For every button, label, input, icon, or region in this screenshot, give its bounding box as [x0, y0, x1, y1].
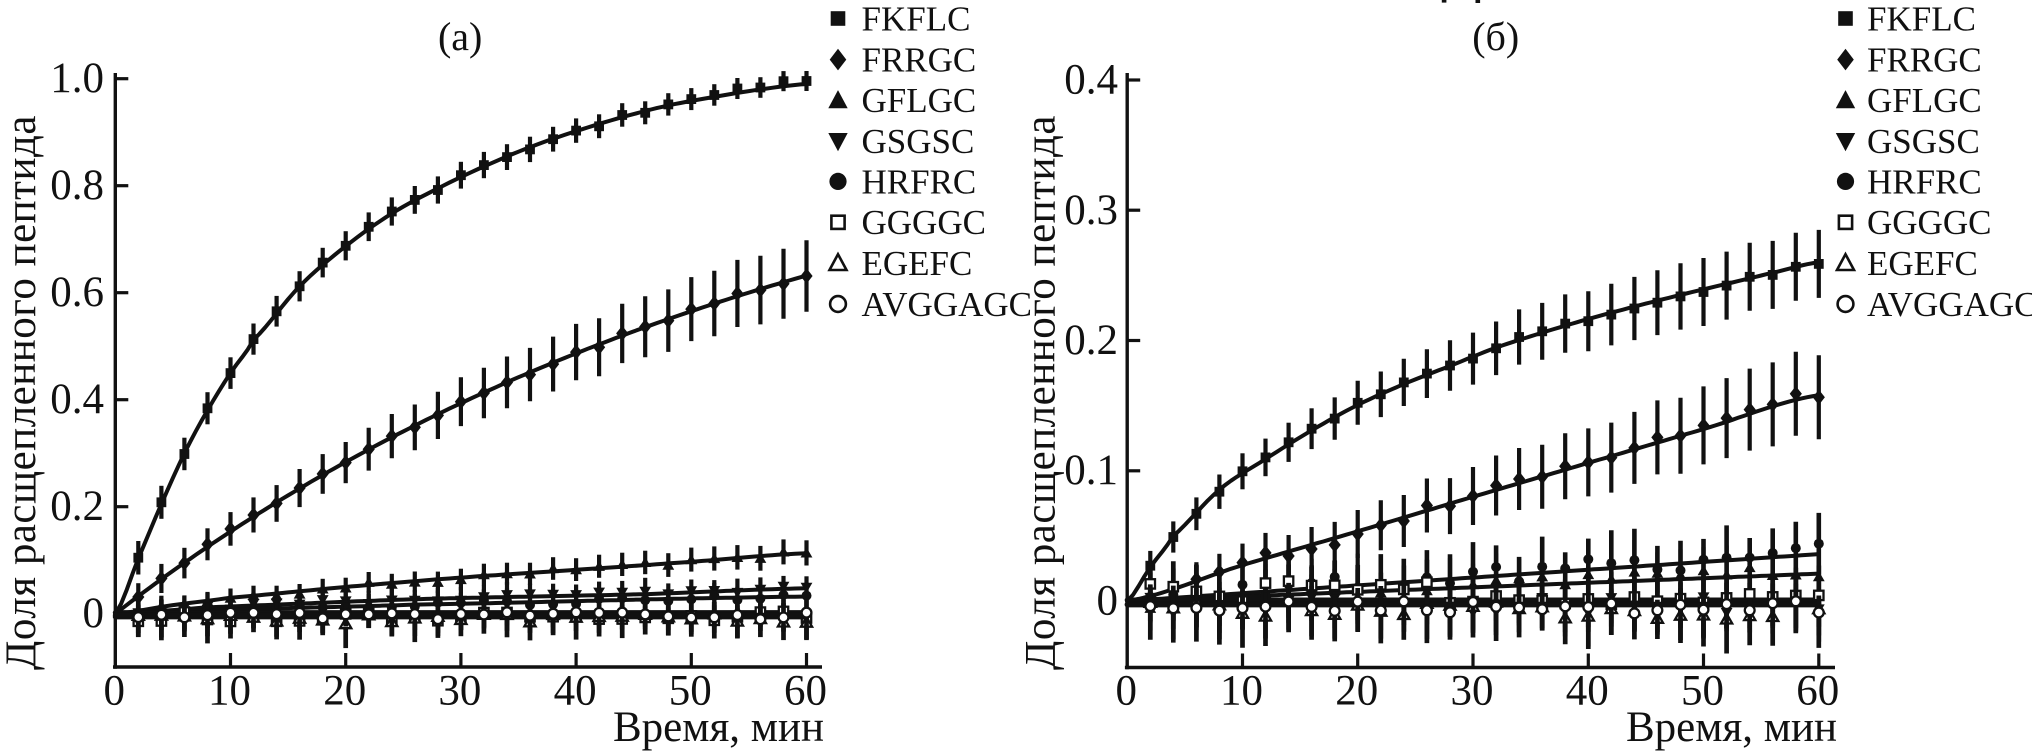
svg-text:GFLGC: GFLGC: [1867, 81, 1982, 120]
svg-text:0: 0: [1097, 578, 1119, 625]
svg-text:Доля расщепленного пептида: Доля расщепленного пептида: [1018, 115, 1065, 670]
svg-text:0.6: 0.6: [50, 269, 104, 316]
svg-text:GSGSC: GSGSC: [1867, 122, 1980, 161]
svg-text:HRFRC: HRFRC: [1867, 162, 1982, 201]
svg-text:GSGSC: GSGSC: [862, 122, 975, 161]
svg-text:FKFLC: FKFLC: [862, 0, 971, 38]
svg-text:0.4: 0.4: [50, 376, 104, 423]
svg-text:FRRGC: FRRGC: [1867, 41, 1982, 80]
svg-text:50: 50: [669, 668, 712, 715]
svg-text:1.0: 1.0: [50, 55, 104, 102]
svg-text:GGGGC: GGGGC: [862, 203, 986, 242]
svg-text:(б): (б): [1472, 14, 1519, 59]
svg-text:0.1: 0.1: [1064, 447, 1118, 494]
svg-text:60: 60: [1796, 668, 1839, 715]
svg-text:HRFRC: HRFRC: [862, 162, 977, 201]
svg-text:50: 50: [1681, 668, 1724, 715]
svg-text:EGEFC: EGEFC: [862, 244, 973, 283]
svg-text:(а): (а): [438, 14, 482, 59]
svg-text:AVGGAGC: AVGGAGC: [862, 285, 1033, 324]
svg-text:0.2: 0.2: [50, 483, 104, 530]
svg-text:GGGGC: GGGGC: [1867, 203, 1991, 242]
svg-text:10: 10: [208, 668, 251, 715]
svg-text:Время, мин: Время, мин: [1626, 704, 1837, 751]
svg-text:30: 30: [1451, 668, 1494, 715]
svg-text:40: 40: [554, 668, 597, 715]
svg-text:GFLGC: GFLGC: [862, 81, 977, 120]
svg-text:40: 40: [1566, 668, 1609, 715]
svg-text:20: 20: [323, 668, 366, 715]
svg-text:EGEFC: EGEFC: [1867, 244, 1978, 283]
svg-text:60: 60: [784, 668, 827, 715]
svg-text:0.2: 0.2: [1064, 317, 1118, 364]
svg-text:0.4: 0.4: [1064, 57, 1118, 104]
svg-text:AVGGAGC: AVGGAGC: [1867, 285, 2032, 324]
svg-text:0: 0: [104, 668, 126, 715]
svg-text:0: 0: [1115, 668, 1137, 715]
svg-text:FRRGC: FRRGC: [862, 41, 977, 80]
svg-text:0.8: 0.8: [50, 162, 104, 209]
svg-text:Время, мин: Время, мин: [613, 704, 824, 751]
svg-text:20: 20: [1335, 668, 1378, 715]
svg-text:10: 10: [1220, 668, 1263, 715]
svg-text:0.3: 0.3: [1064, 187, 1118, 234]
svg-text:0: 0: [83, 590, 105, 637]
svg-text:FKFLC: FKFLC: [1867, 0, 1976, 38]
svg-text:Доля расщепленного пептида: Доля расщепленного пептида: [0, 115, 45, 670]
svg-text:30: 30: [438, 668, 481, 715]
